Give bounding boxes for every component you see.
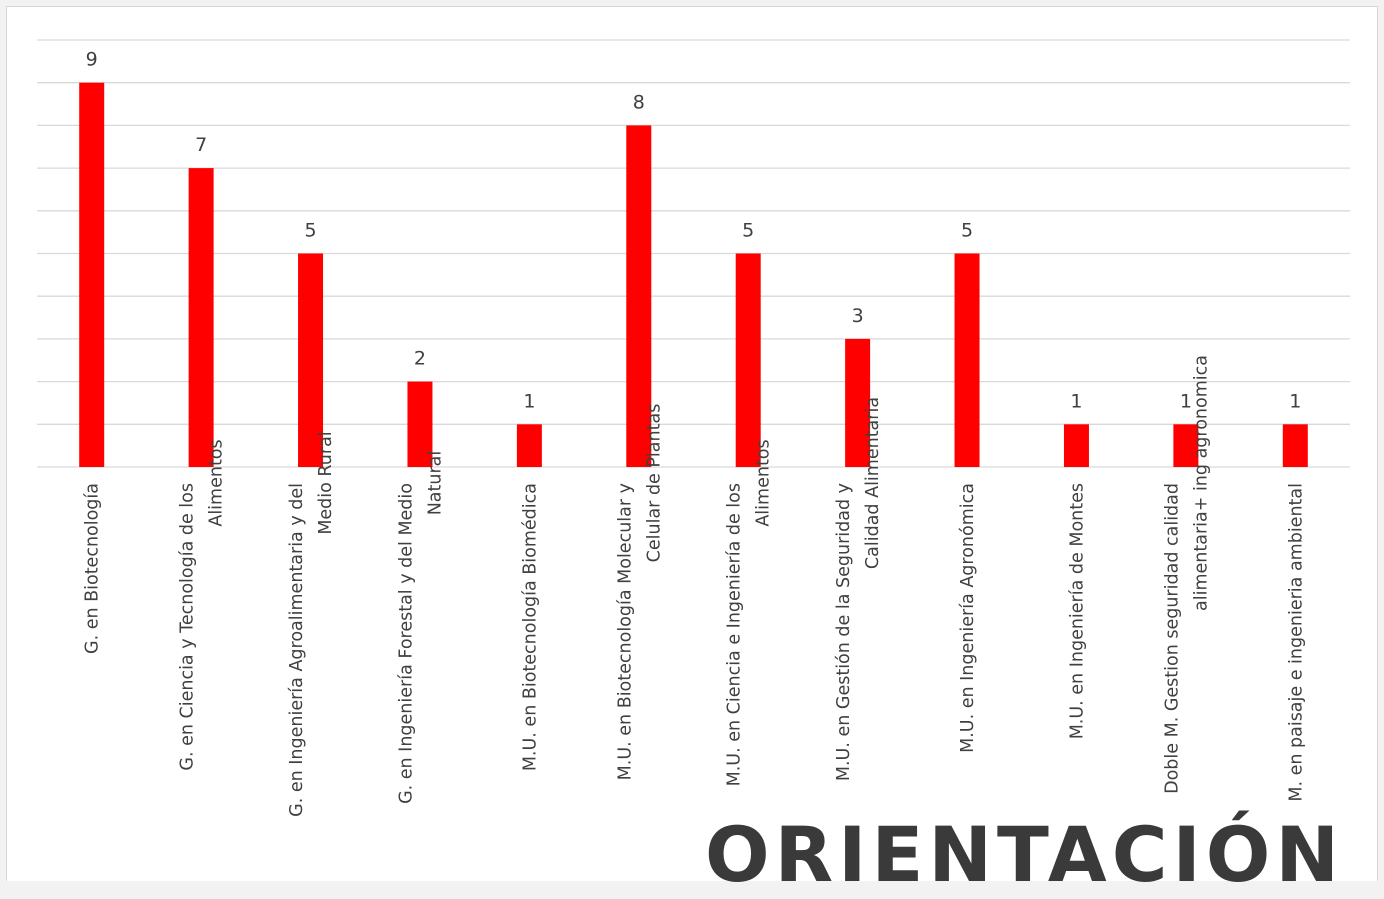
category-label: M.U. en Biotecnología Molecular y bbox=[615, 483, 635, 780]
category-label: M.U. en Ciencia e Ingeniería de los bbox=[725, 483, 745, 786]
category-label: M.U. en Ingeniería de Montes bbox=[1067, 483, 1087, 739]
bar bbox=[79, 83, 104, 467]
data-label: 7 bbox=[195, 134, 207, 156]
category-label: Alimentos bbox=[754, 439, 774, 526]
category-label: Natural bbox=[425, 451, 445, 516]
bar bbox=[189, 168, 214, 467]
category-label: G. en Ingeniería Agroalimentaria y del bbox=[287, 483, 307, 817]
data-label: 1 bbox=[1070, 390, 1082, 412]
category-label: Celular de Plantas bbox=[644, 404, 664, 563]
bar bbox=[736, 254, 761, 468]
category-label: M.U. en Gestión de la Seguridad y bbox=[834, 483, 854, 781]
data-label: 3 bbox=[852, 305, 864, 327]
data-label: 5 bbox=[742, 220, 754, 242]
category-label: M.U. en Biotecnología Biomédica bbox=[520, 483, 540, 771]
data-label: 1 bbox=[1180, 390, 1192, 412]
bar-chart: 9 G. en Biotecnología 7 G. en Ciencia y Tec… bbox=[0, 0, 1384, 881]
data-label: 1 bbox=[523, 390, 535, 412]
category-label: G. en Biotecnología bbox=[83, 483, 103, 654]
category-label: Alimentos bbox=[207, 439, 227, 526]
bar bbox=[1283, 424, 1308, 467]
category-label: M. en paisaje e ingenieria ambiental bbox=[1286, 483, 1306, 802]
category-label: Doble M. Gestion seguridad calidad bbox=[1162, 483, 1182, 794]
data-label: 2 bbox=[414, 348, 426, 370]
data-label: 5 bbox=[961, 220, 973, 242]
category-label: alimentaria+ ing agronomica bbox=[1191, 355, 1211, 611]
category-label: M.U. en Ingeniería Agronómica bbox=[958, 483, 978, 753]
data-label: 9 bbox=[86, 49, 98, 71]
overlay-title: ORIENTACIÓN bbox=[705, 817, 1344, 893]
category-label: G. en Ingeniería Forestal y del Medio bbox=[396, 483, 416, 804]
data-label: 1 bbox=[1289, 390, 1301, 412]
data-label: 8 bbox=[633, 91, 645, 113]
category-label: Medio Rural bbox=[316, 431, 336, 534]
bar bbox=[517, 424, 542, 467]
category-label: G. en Ciencia y Tecnología de los bbox=[178, 483, 198, 771]
data-label: 5 bbox=[304, 220, 316, 242]
category-label: Calidad Alimentaria bbox=[863, 397, 883, 569]
bar bbox=[1064, 424, 1089, 467]
bar bbox=[955, 254, 980, 468]
